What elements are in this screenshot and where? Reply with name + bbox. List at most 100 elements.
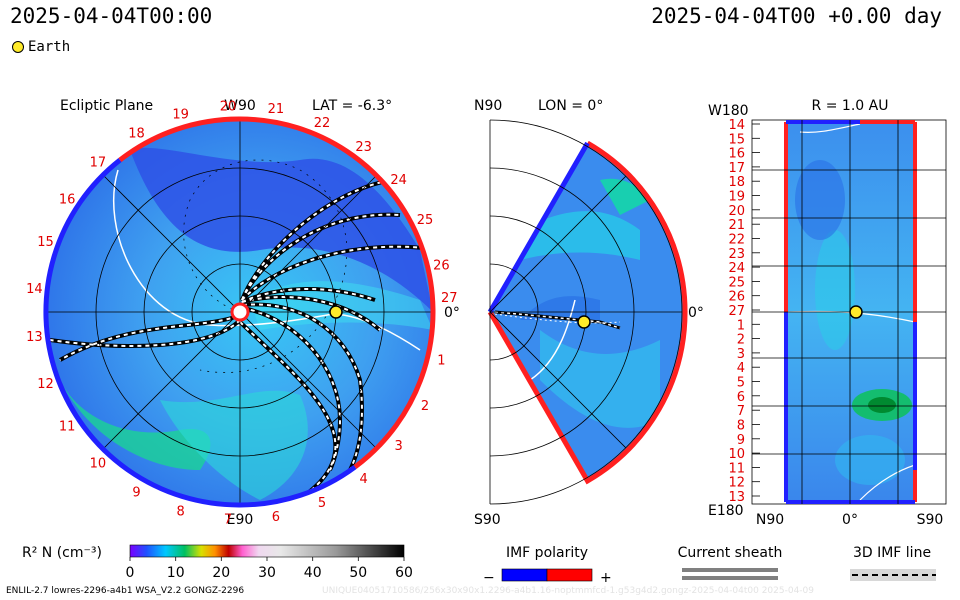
carrington-tick-26: 26 <box>433 258 450 273</box>
carrington-tick-27: 27 <box>441 291 458 306</box>
footer-model-info: ENLIL-2.7 lowres-2296-a4b1 WSA_V2.2 GONG… <box>6 586 245 596</box>
carrington-tick-20: 20 <box>220 99 237 114</box>
colorbar-tick-0: 0 <box>126 565 135 581</box>
carrington-tick-24: 24 <box>390 173 407 188</box>
carrington-tick-14: 14 <box>26 282 43 297</box>
carrington-tick-10: 10 <box>90 457 107 472</box>
carrington-tick-5: 5 <box>318 496 326 511</box>
carrington-tick-19: 19 <box>172 108 189 123</box>
colorbar-tick-50: 50 <box>349 565 367 581</box>
imf-polarity-positive-swatch <box>546 568 593 582</box>
ecliptic-panel: Ecliptic Plane W90 E90 0° LAT = -6.3° 27… <box>26 98 460 528</box>
radial-y-tick-5: 5 <box>737 376 745 391</box>
colorbar-gradient <box>129 544 405 558</box>
radial-y-tick-18: 18 <box>728 175 745 190</box>
radial-x-tick-s90: S90 <box>917 512 944 528</box>
radial-y-tick-21: 21 <box>728 218 745 233</box>
radial-y-tick-4: 4 <box>737 361 745 376</box>
radial-title: R = 1.0 AU <box>812 98 889 114</box>
radial-x-tick-n90: N90 <box>756 512 784 528</box>
meridional-bottom-label: S90 <box>474 512 501 528</box>
radial-y-tick-6: 6 <box>737 390 745 405</box>
carrington-tick-18: 18 <box>128 127 145 142</box>
colorbar-tick-20: 20 <box>212 565 230 581</box>
radial-y-tick-23: 23 <box>728 247 745 262</box>
imf-line-title: 3D IMF line <box>853 545 931 561</box>
sun-marker <box>230 302 250 322</box>
imf-polarity-title: IMF polarity <box>506 545 588 561</box>
colorbar-tick-10: 10 <box>167 565 185 581</box>
colorbar-tick-60: 60 <box>395 565 413 581</box>
carrington-tick-16: 16 <box>59 192 76 207</box>
radial-y-tick-15: 15 <box>728 132 745 147</box>
radial-y-tick-25: 25 <box>728 275 745 290</box>
imf-polarity-legend: IMF polarity − + <box>483 545 612 586</box>
radial-bottom-label: E180 <box>708 503 744 519</box>
colorbar-tick-40: 40 <box>304 565 322 581</box>
radial-x-tick-0: 0° <box>842 512 858 528</box>
earth-marker-ecliptic <box>329 305 343 319</box>
radial-y-tick-12: 12 <box>728 476 745 491</box>
carrington-tick-15: 15 <box>37 235 54 250</box>
radial-y-tick-10: 10 <box>728 447 745 462</box>
ecliptic-top-label: W90 <box>224 98 256 114</box>
radial-y-tick-2: 2 <box>737 333 745 348</box>
ecliptic-title: Ecliptic Plane <box>60 98 153 114</box>
radial-y-tick-13: 13 <box>728 490 745 505</box>
colorbar-label: R² N (cm⁻³) <box>22 545 102 561</box>
imf-polarity-negative-swatch <box>501 568 548 582</box>
carrington-tick-21: 21 <box>268 102 285 117</box>
current-sheath-legend: Current sheath <box>678 545 783 580</box>
radial-y-tick-24: 24 <box>728 261 745 276</box>
colorbar-tick-30: 30 <box>258 565 276 581</box>
carrington-tick-1: 1 <box>437 354 445 369</box>
ecliptic-features <box>47 119 433 505</box>
radial-y-tick-19: 19 <box>728 190 745 205</box>
footer-watermark: UNIQUE04051710586/256x30x90x1.2296-a4b1.… <box>322 586 815 596</box>
meridional-top-label: N90 <box>474 98 502 114</box>
radial-y-tick-7: 7 <box>737 404 745 419</box>
carrington-tick-12: 12 <box>37 377 54 392</box>
meridional-right-label: 0° <box>688 305 704 321</box>
imf-polarity-plus: + <box>600 570 612 586</box>
earth-icon <box>12 41 24 53</box>
carrington-tick-8: 8 <box>176 504 184 519</box>
meridional-panel: N90 S90 LON = 0° 0° <box>474 98 704 528</box>
radial-panel: 1415161718192021222324252627123456789101… <box>708 98 947 528</box>
colorbar: R² N (cm⁻³) 0 10 20 30 40 50 60 <box>22 544 413 581</box>
ecliptic-lat-label: LAT = -6.3° <box>312 98 392 114</box>
ecliptic-bottom-label: E90 <box>227 512 254 528</box>
carrington-tick-11: 11 <box>59 420 76 435</box>
radial-y-tick-22: 22 <box>728 233 745 248</box>
radial-y-tick-17: 17 <box>728 161 745 176</box>
carrington-tick-9: 9 <box>132 485 140 500</box>
carrington-tick-23: 23 <box>355 140 372 155</box>
imf-line-legend: 3D IMF line <box>850 545 936 581</box>
imf-polarity-minus: − <box>483 570 495 586</box>
radial-y-tick-1: 1 <box>737 318 745 333</box>
radial-y-tick-3: 3 <box>737 347 745 362</box>
carrington-tick-2: 2 <box>421 399 429 414</box>
radial-y-tick-20: 20 <box>728 204 745 219</box>
carrington-tick-17: 17 <box>90 155 107 170</box>
radial-y-tick-27: 27 <box>728 304 745 319</box>
carrington-tick-22: 22 <box>314 116 331 131</box>
carrington-tick-13: 13 <box>26 330 43 345</box>
radial-y-tick-8: 8 <box>737 419 745 434</box>
earth-legend: Earth <box>12 39 70 55</box>
ecliptic-right-label: 0° <box>444 305 460 321</box>
earth-marker-meridional <box>577 315 591 329</box>
header-left-time: 2025-04-04T00:00 <box>10 4 213 28</box>
current-sheath-title: Current sheath <box>678 545 783 561</box>
header-right-time: 2025-04-04T00 +0.00 day <box>651 4 942 28</box>
carrington-tick-3: 3 <box>394 439 402 454</box>
earth-marker-radial <box>849 305 863 319</box>
carrington-tick-4: 4 <box>359 472 367 487</box>
colorbar-ticks: 0 10 20 30 40 50 60 <box>126 557 413 581</box>
carrington-tick-25: 25 <box>417 213 434 228</box>
radial-y-tick-26: 26 <box>728 290 745 305</box>
carrington-tick-7: 7 <box>224 513 232 528</box>
